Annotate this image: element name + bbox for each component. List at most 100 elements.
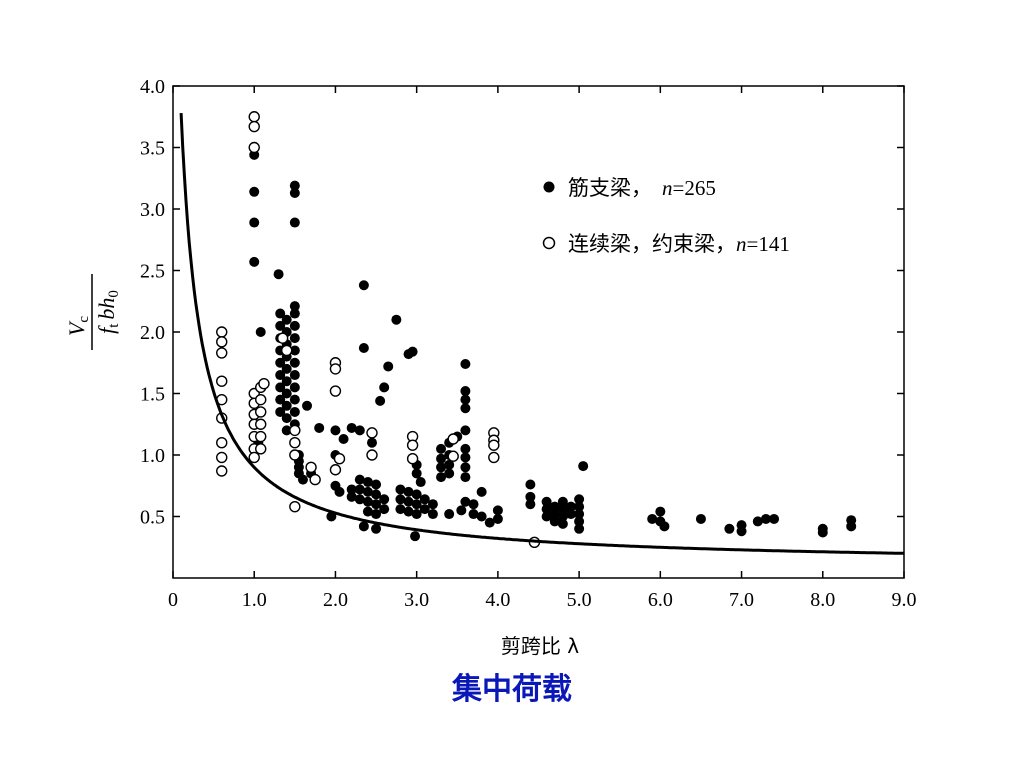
point-continuous	[255, 430, 267, 443]
point-simply-supported	[411, 489, 422, 500]
point-simply-supported	[371, 499, 382, 510]
lower-bound-curve	[179, 113, 904, 555]
point-simply-supported	[460, 472, 471, 483]
point-simply-supported	[346, 422, 357, 433]
point-continuous	[366, 427, 378, 439]
point-simply-supported	[334, 486, 345, 497]
point-simply-supported	[371, 523, 382, 534]
point-simply-supported	[444, 509, 455, 520]
point-simply-supported	[415, 477, 426, 488]
x-tick-label: 1.0	[242, 589, 267, 611]
point-simply-supported	[362, 496, 373, 507]
point-simply-supported	[427, 509, 438, 520]
point-continuous	[281, 344, 293, 357]
point-continuous	[248, 120, 260, 133]
point-simply-supported	[281, 425, 292, 436]
point-simply-supported	[379, 504, 390, 515]
point-simply-supported	[362, 486, 373, 497]
x-tick-label: 4.0	[485, 589, 510, 611]
point-simply-supported	[659, 521, 670, 532]
point-simply-supported	[330, 425, 341, 436]
point-simply-supported	[817, 527, 828, 538]
ylabel-denominator-sub: t	[106, 323, 122, 328]
point-simply-supported	[289, 180, 300, 191]
point-continuous	[333, 452, 346, 465]
point-simply-supported	[419, 494, 430, 505]
point-simply-supported	[460, 425, 471, 436]
point-simply-supported	[565, 501, 576, 512]
point-simply-supported	[468, 499, 479, 510]
point-simply-supported	[752, 516, 763, 527]
point-simply-supported	[549, 516, 560, 527]
x-tick-label: 0	[168, 589, 178, 611]
point-simply-supported	[695, 513, 706, 524]
point-simply-supported	[436, 443, 447, 454]
point-continuous	[366, 449, 378, 461]
x-tick-label: 9.0	[892, 589, 917, 611]
point-simply-supported	[476, 511, 487, 522]
point-simply-supported	[358, 521, 369, 532]
point-simply-supported	[574, 509, 585, 520]
legend: 筋支梁， n=265 连续梁，约束梁，n=141	[542, 176, 790, 256]
point-simply-supported	[436, 453, 447, 464]
point-continuous	[406, 452, 419, 465]
point-continuous	[216, 437, 228, 449]
point-simply-supported	[468, 509, 479, 520]
point-simply-supported	[724, 523, 735, 534]
legend-marker-filled	[543, 181, 555, 193]
point-simply-supported	[289, 357, 300, 368]
y-tick-label: 2.0	[140, 322, 165, 344]
point-simply-supported	[275, 320, 286, 331]
y-tick-label: 4.0	[140, 76, 165, 98]
point-simply-supported	[460, 462, 471, 473]
point-simply-supported	[275, 394, 286, 405]
point-simply-supported	[289, 370, 300, 381]
ylabel-denominator-rest: bh	[94, 298, 119, 320]
point-simply-supported	[289, 320, 300, 331]
point-simply-supported	[297, 474, 308, 485]
point-simply-supported	[371, 509, 382, 520]
y-tick-label: 0.5	[140, 507, 165, 529]
point-simply-supported	[460, 443, 471, 454]
point-simply-supported	[427, 499, 438, 510]
point-simply-supported	[275, 370, 286, 381]
point-continuous	[255, 443, 267, 455]
x-tick-labels: 0 1.0 2.0 3.0 4.0 5.0 6.0 7.0 8.0 9.0	[168, 589, 917, 611]
x-tick-label: 7.0	[729, 589, 754, 611]
point-simply-supported	[289, 301, 300, 312]
point-simply-supported	[281, 314, 292, 325]
point-simply-supported	[769, 513, 780, 524]
point-simply-supported	[275, 406, 286, 417]
point-simply-supported	[419, 504, 430, 515]
y-tick-label: 3.5	[140, 138, 165, 160]
point-simply-supported	[574, 516, 585, 527]
svg-text:ftbh0: ft bh0	[94, 290, 122, 334]
point-simply-supported	[275, 357, 286, 368]
point-continuous	[406, 439, 419, 451]
point-simply-supported	[460, 452, 471, 463]
y-tick-label: 2.5	[140, 261, 165, 283]
point-simply-supported	[557, 511, 568, 522]
point-continuous	[305, 461, 317, 473]
x-tick-label: 3.0	[404, 589, 429, 611]
point-simply-supported	[379, 494, 390, 505]
point-simply-supported	[289, 217, 300, 228]
point-simply-supported	[549, 501, 560, 512]
point-simply-supported	[281, 376, 292, 387]
point-simply-supported	[354, 425, 365, 436]
point-continuous	[488, 451, 500, 464]
point-simply-supported	[460, 403, 471, 414]
point-simply-supported	[574, 523, 585, 534]
legend-label-2: 连续梁，约束梁，	[568, 232, 736, 256]
point-simply-supported	[354, 484, 365, 495]
point-simply-supported	[549, 509, 560, 520]
data-points	[216, 111, 857, 549]
ylabel-denominator-f: f	[94, 325, 119, 334]
point-simply-supported	[255, 327, 266, 337]
point-continuous	[258, 377, 270, 390]
point-simply-supported	[565, 509, 576, 520]
point-continuous	[289, 437, 301, 449]
point-simply-supported	[436, 462, 447, 473]
point-simply-supported	[289, 188, 300, 199]
point-simply-supported	[249, 256, 260, 267]
